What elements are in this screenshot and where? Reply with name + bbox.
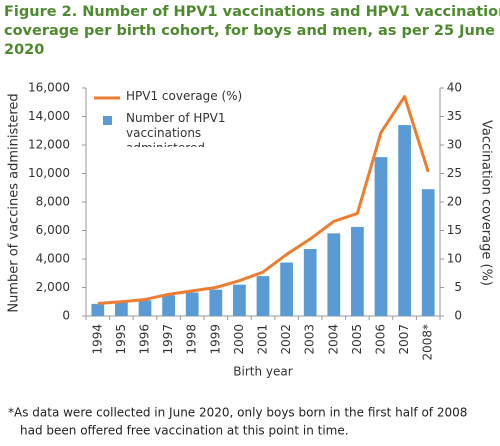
chart-title: Figure 2. Number of HPV1 vaccinations an… (4, 4, 500, 20)
y-tick-label: 10,000 (28, 166, 70, 180)
y-tick-label: 6,000 (36, 223, 70, 237)
y2-axis-label: Vaccination coverage (%) (479, 120, 494, 286)
legend-swatch (103, 116, 112, 125)
x-tick-label: 1998 (185, 324, 199, 355)
y-tick-label: 8,000 (36, 195, 70, 209)
bar (374, 157, 388, 316)
y-tick-label: 14,000 (28, 109, 70, 123)
legend-entry: HPV1 coverage (%) (126, 89, 243, 103)
bar (138, 300, 152, 316)
x-tick-label: 1995 (114, 324, 128, 355)
y2-tick-label: 35 (447, 109, 462, 123)
x-tick-label: 2000 (232, 324, 246, 355)
bar (421, 189, 435, 316)
x-tick-label: 2005 (350, 324, 364, 355)
bar (209, 289, 223, 316)
y2-tick-label: 20 (447, 195, 462, 209)
legend-entry: Number of HPV1 vaccinations administered (126, 111, 226, 147)
y-tick-label: 16,000 (28, 81, 70, 95)
y2-tick-label: 0 (454, 309, 462, 323)
y-tick-label: 4,000 (36, 252, 70, 266)
x-tick-label: 2002 (279, 324, 293, 355)
bar (280, 262, 293, 316)
line (97, 95, 430, 305)
y2-tick-label: 25 (447, 166, 462, 180)
bar (351, 226, 364, 316)
footnote: *As data were collected in June 2020, on… (8, 406, 467, 420)
bar (327, 233, 341, 316)
x-tick-label: 2001 (256, 324, 270, 355)
x-tick-label: 1996 (138, 324, 152, 355)
legend-label: HPV1 coverage (%) (126, 89, 243, 103)
x-tick-label: 2006 (374, 324, 388, 355)
y-tick-label: 12,000 (28, 138, 70, 152)
x-tick-label: 1994 (90, 324, 104, 355)
chart-title: coverage per birth cohort, for boys and … (4, 23, 495, 39)
y-tick-label: 0 (62, 309, 70, 323)
bar (233, 284, 246, 316)
x-tick-label: 2007 (397, 324, 411, 355)
y2-tick-label: 30 (447, 138, 462, 152)
bar (115, 302, 128, 316)
y2-tick-label: 5 (454, 280, 462, 294)
x-axis-label: Birth year (233, 365, 292, 379)
x-tick-label: 2003 (303, 324, 317, 355)
y-tick-label: 2,000 (36, 280, 70, 294)
x-tick-label: 2004 (326, 324, 340, 355)
legend-label: Number of HPV1 vaccinations administered (126, 111, 226, 147)
y2-tick-label: 40 (447, 81, 462, 95)
bar (256, 276, 270, 316)
x-tick-label: 1999 (208, 324, 222, 355)
bar (91, 303, 105, 316)
y-axis-label: Number of vaccines administered (7, 93, 22, 312)
x-tick-label: 1997 (161, 324, 175, 355)
bar (303, 249, 317, 316)
chart-title: 2020 (4, 42, 44, 58)
x-tick-label: 2008* (421, 324, 435, 361)
bar (185, 292, 199, 316)
bar (398, 125, 411, 316)
y2-tick-label: 10 (447, 252, 462, 266)
y2-tick-label: 15 (447, 223, 462, 237)
footnote: had been offered free vaccination at thi… (20, 424, 349, 438)
bar (162, 295, 175, 316)
